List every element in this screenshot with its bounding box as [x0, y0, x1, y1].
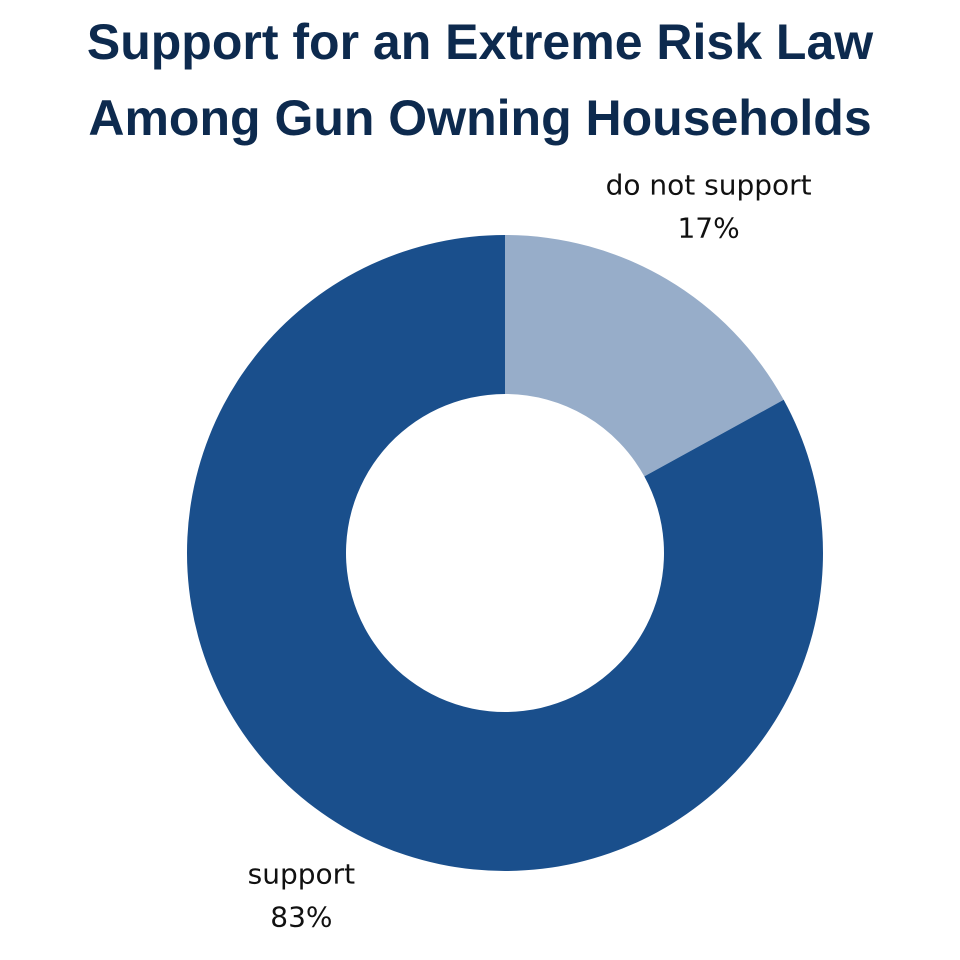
slice-label: support — [248, 857, 356, 890]
value-label: 83% — [270, 900, 332, 933]
slice-label: do not support — [606, 169, 812, 202]
donut-slice — [505, 235, 784, 477]
chart-title: Support for an Extreme Risk Law Among Gu… — [86, 14, 874, 146]
donut-slice — [186, 235, 823, 872]
value-label: 17% — [677, 212, 739, 245]
